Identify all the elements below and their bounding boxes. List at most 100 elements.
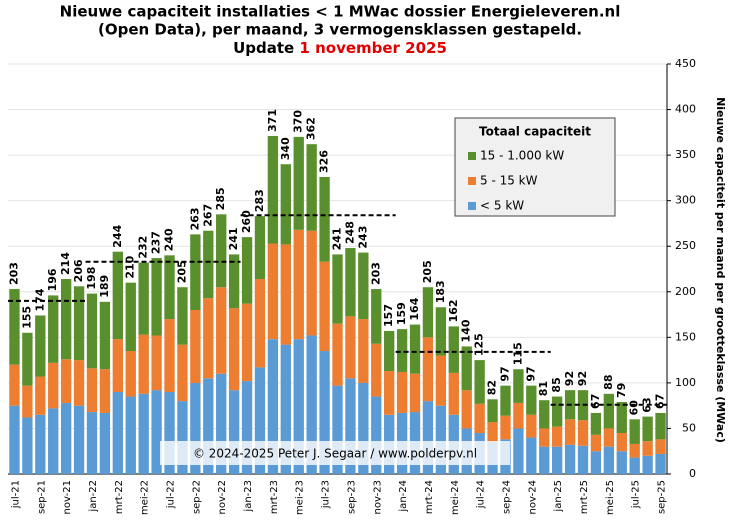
x-tick-label: jul-21 <box>10 480 21 509</box>
bar-segment <box>655 412 666 440</box>
bar-segment <box>371 289 382 344</box>
bar-segment <box>9 289 20 365</box>
legend-swatch <box>468 152 476 160</box>
bar-segment <box>551 426 563 447</box>
bar-segment <box>228 254 240 309</box>
bar-segment <box>241 381 253 474</box>
bar-segment <box>435 405 447 474</box>
legend-box <box>454 117 616 217</box>
bar-segment <box>190 234 201 310</box>
bar-segment <box>190 310 201 383</box>
bar-segment <box>22 385 33 418</box>
bar-segment <box>590 434 602 452</box>
bar-segment <box>35 414 46 474</box>
bar-segment <box>332 385 343 474</box>
bar-segment <box>577 420 589 446</box>
bar-segment <box>241 303 253 382</box>
total-label: 371 <box>266 109 279 132</box>
total-label: 260 <box>240 210 253 233</box>
bar-segment <box>138 393 149 474</box>
bar-segment <box>358 382 369 474</box>
bar-segment <box>500 415 511 440</box>
total-label: 267 <box>201 204 214 227</box>
total-label: 214 <box>59 252 72 275</box>
total-label: 162 <box>447 299 460 322</box>
bar-segment <box>539 446 550 474</box>
update-line: Update 1 november 2025 <box>233 39 447 57</box>
legend-swatch <box>468 177 476 185</box>
bar-segment <box>293 339 304 474</box>
total-label: 244 <box>111 224 124 247</box>
y-tick-label: 50 <box>682 421 696 434</box>
bar-segment <box>345 378 356 474</box>
legend-label: < 5 kW <box>480 199 524 213</box>
y-tick-label: 0 <box>689 467 696 480</box>
bar-segment <box>177 401 188 474</box>
bar-segment <box>99 369 111 413</box>
bar-segment <box>241 237 253 304</box>
bar-segment <box>603 393 615 429</box>
bar-segment <box>177 287 188 345</box>
total-label: 240 <box>163 228 176 251</box>
x-tick-label: nov-23 <box>372 480 383 514</box>
bar-segment <box>267 135 279 244</box>
total-label: 183 <box>434 280 447 303</box>
bar-segment <box>513 402 524 429</box>
y-tick-label: 200 <box>675 285 696 298</box>
chart-title: Nieuwe capaciteit installaties < 1 MWac … <box>60 3 621 21</box>
total-label: 237 <box>150 231 163 254</box>
bar-segment <box>86 368 98 413</box>
x-tick-label: jul-23 <box>321 480 332 509</box>
bar-segment <box>254 279 266 368</box>
bar-segment <box>461 346 472 391</box>
bar-segment <box>319 261 330 351</box>
total-label: 196 <box>46 268 59 291</box>
bar-segment <box>319 351 330 474</box>
bar-segment <box>125 351 136 397</box>
bar-segment <box>435 355 447 406</box>
bar-segment <box>280 244 291 345</box>
total-label: 97 <box>524 366 537 381</box>
bar-segment <box>280 344 291 474</box>
bar-segment <box>73 286 85 361</box>
bar-segment <box>422 337 434 402</box>
total-label: 241 <box>227 227 240 250</box>
bar-segment <box>164 255 175 320</box>
x-tick-label: jul-25 <box>631 480 642 509</box>
total-label: 157 <box>382 304 395 327</box>
bar-segment <box>526 385 537 415</box>
update-date: 1 november 2025 <box>299 39 447 57</box>
bar-segment <box>125 282 136 351</box>
bar-segment <box>500 385 511 416</box>
bar-segment <box>551 396 563 427</box>
x-tick-label: jan-22 <box>88 480 99 513</box>
bar-segment <box>551 446 563 474</box>
bar-segment <box>138 334 149 394</box>
bar-segment <box>138 262 149 335</box>
bar-segment <box>332 254 343 324</box>
bar-segment <box>293 136 304 230</box>
annotation: © 2024-2025 Peter J. Segaar / www.polder… <box>193 447 477 461</box>
bar-segment <box>254 216 266 280</box>
total-label: 82 <box>486 380 499 395</box>
x-tick-label: sep-21 <box>36 480 47 514</box>
total-label: 125 <box>473 333 486 356</box>
total-label: 92 <box>563 371 576 386</box>
total-label: 174 <box>33 288 46 311</box>
bar-segment <box>603 446 615 474</box>
bar-segment <box>629 457 640 474</box>
bar-segment <box>358 319 369 383</box>
legend-label: 15 - 1.000 kW <box>480 149 564 163</box>
bar-segment <box>216 287 227 374</box>
total-label: 189 <box>98 275 111 298</box>
total-label: 210 <box>124 255 137 278</box>
total-label: 97 <box>498 366 511 381</box>
bar-segment <box>48 408 59 474</box>
bar-segment <box>564 419 576 445</box>
bar-segment <box>655 453 666 474</box>
total-label: 81 <box>537 381 550 396</box>
bar-segment <box>396 329 408 372</box>
bar-segment <box>306 230 317 336</box>
x-tick-label: mrt-25 <box>579 480 590 514</box>
bar-segment <box>35 376 46 415</box>
